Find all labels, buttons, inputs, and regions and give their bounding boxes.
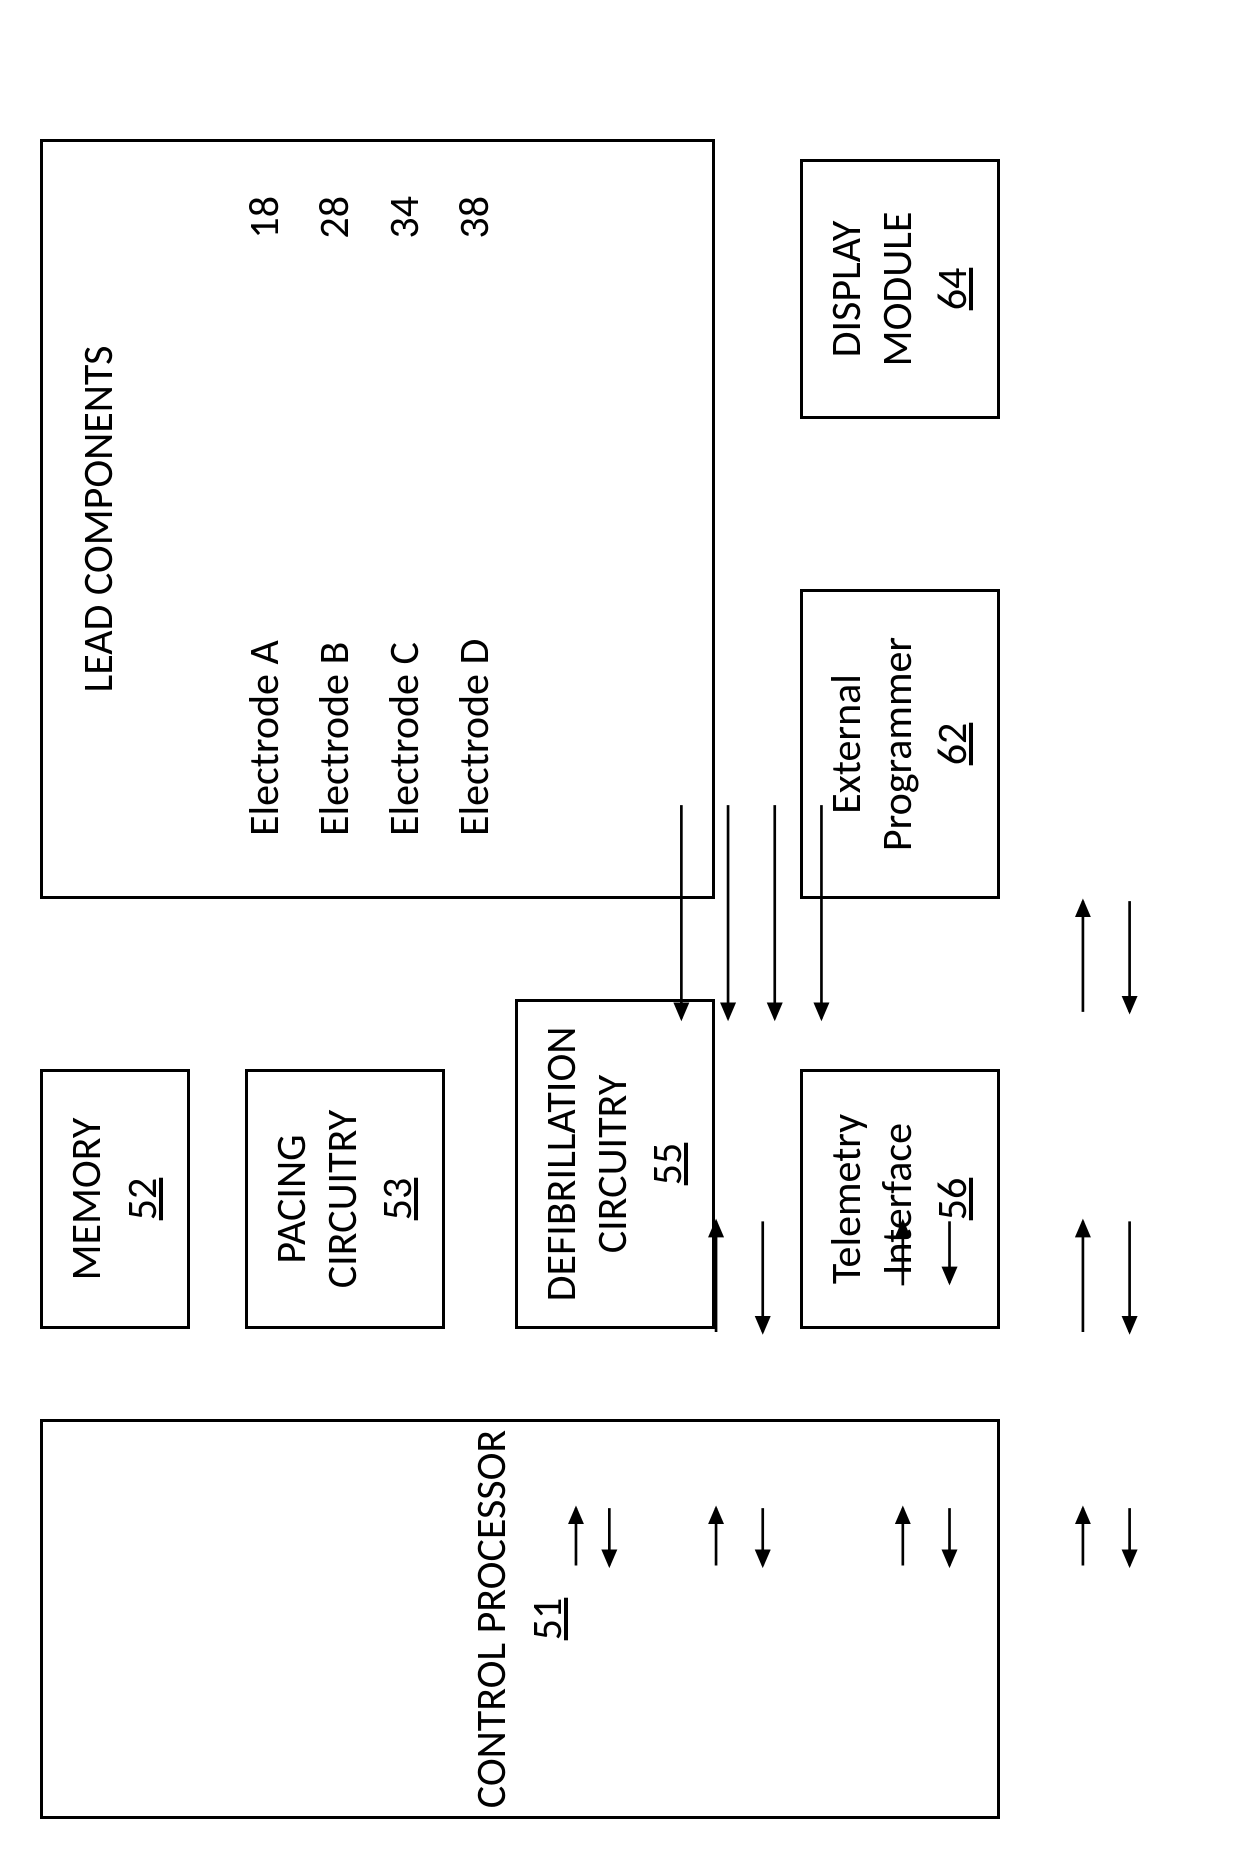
pacing-number: 53: [372, 1178, 423, 1221]
electrode-label: Electrode B: [309, 642, 360, 836]
pacing-label: PACING CIRCUITRY: [267, 1072, 368, 1326]
electrode-number: 38: [449, 196, 500, 239]
memory-label: MEMORY: [62, 1118, 112, 1281]
electrode-number: 18: [239, 196, 290, 239]
lead-title: LEAD COMPONENTS: [73, 346, 124, 693]
telemetry-label: Telemetry Interface: [822, 1072, 923, 1326]
telemetry-box: Telemetry Interface 56: [800, 1069, 1000, 1329]
display-box: DISPLAY MODULE 64: [800, 159, 1000, 419]
electrode-label: Electrode A: [239, 640, 290, 836]
control-processor-number: 51: [522, 1598, 573, 1641]
electrode-row: Electrode C 34: [379, 166, 430, 866]
display-label: DISPLAY MODULE: [822, 162, 923, 416]
block-diagram: CONTROL PROCESSOR 51 MEMORY 52 PACING CI…: [0, 0, 1240, 1859]
control-processor-box: CONTROL PROCESSOR 51: [40, 1419, 1000, 1819]
ext-programmer-label: External Programmer: [822, 592, 923, 896]
electrode-row: Electrode B 28: [309, 166, 360, 866]
electrode-number: 28: [309, 196, 360, 239]
electrode-row: Electrode A 18: [239, 166, 290, 866]
memory-box: MEMORY 52: [40, 1069, 190, 1329]
defib-box: DEFIBRILLATION CIRCUITRY 55: [515, 999, 715, 1329]
electrode-row: Electrode D 38: [449, 166, 500, 866]
control-processor-label: CONTROL PROCESSOR: [467, 1430, 517, 1808]
ext-programmer-box: External Programmer 62: [800, 589, 1000, 899]
display-number: 64: [927, 268, 978, 311]
electrode-label: Electrode C: [379, 642, 430, 836]
electrode-number: 34: [379, 196, 430, 239]
electrode-label: Electrode D: [449, 639, 500, 836]
ext-programmer-number: 62: [927, 723, 978, 766]
defib-number: 55: [642, 1143, 693, 1186]
lead-components-box: LEAD COMPONENTS Electrode A 18 Electrode B…: [40, 139, 715, 899]
telemetry-number: 56: [927, 1178, 978, 1221]
pacing-box: PACING CIRCUITRY 53: [245, 1069, 445, 1329]
defib-label: DEFIBRILLATION CIRCUITRY: [537, 1002, 638, 1326]
memory-number: 52: [117, 1178, 168, 1221]
